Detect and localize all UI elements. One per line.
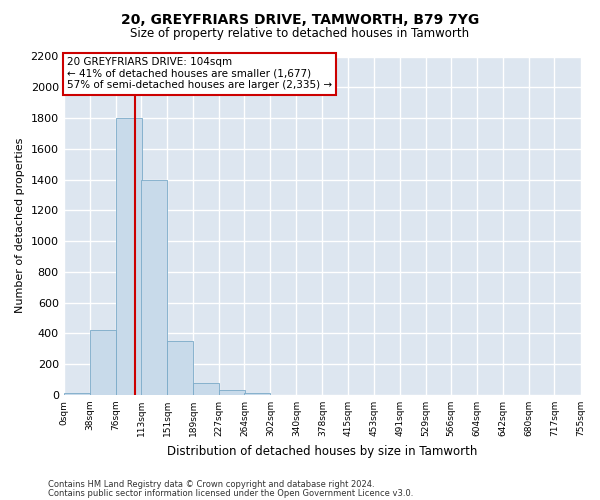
Bar [193, 382, 219, 395]
Text: Size of property relative to detached houses in Tamworth: Size of property relative to detached ho… [130, 28, 470, 40]
Bar [89, 330, 116, 395]
Bar [219, 390, 245, 395]
Text: Contains HM Land Registry data © Crown copyright and database right 2024.: Contains HM Land Registry data © Crown c… [48, 480, 374, 489]
Text: Contains public sector information licensed under the Open Government Licence v3: Contains public sector information licen… [48, 488, 413, 498]
Y-axis label: Number of detached properties: Number of detached properties [15, 138, 25, 314]
Bar [64, 392, 89, 395]
Text: 20 GREYFRIARS DRIVE: 104sqm
← 41% of detached houses are smaller (1,677)
57% of : 20 GREYFRIARS DRIVE: 104sqm ← 41% of det… [67, 58, 332, 90]
Bar [141, 180, 167, 395]
Bar [116, 118, 142, 395]
Bar [244, 392, 271, 395]
X-axis label: Distribution of detached houses by size in Tamworth: Distribution of detached houses by size … [167, 444, 477, 458]
Text: 20, GREYFRIARS DRIVE, TAMWORTH, B79 7YG: 20, GREYFRIARS DRIVE, TAMWORTH, B79 7YG [121, 12, 479, 26]
Bar [167, 341, 193, 395]
